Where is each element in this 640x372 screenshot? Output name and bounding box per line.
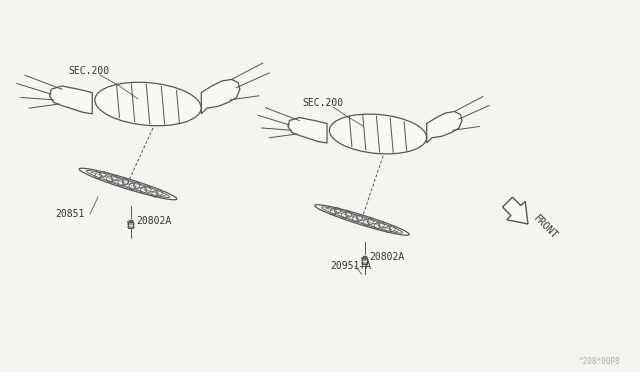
Bar: [362, 258, 367, 264]
Polygon shape: [288, 118, 327, 143]
Polygon shape: [502, 197, 528, 224]
Text: 20802A: 20802A: [136, 216, 172, 226]
Text: 20951+A: 20951+A: [330, 261, 371, 271]
Text: FRONT: FRONT: [532, 214, 559, 241]
Polygon shape: [427, 112, 462, 143]
Ellipse shape: [330, 114, 427, 154]
Polygon shape: [50, 86, 92, 114]
Polygon shape: [202, 79, 240, 114]
Bar: [129, 222, 132, 228]
Text: SEC.200: SEC.200: [68, 66, 109, 76]
Polygon shape: [315, 205, 410, 235]
Text: SEC.200: SEC.200: [302, 98, 343, 108]
Ellipse shape: [95, 82, 201, 126]
Text: ^208*00P8: ^208*00P8: [579, 357, 620, 366]
Text: 20851: 20851: [55, 209, 84, 219]
Text: 20802A: 20802A: [370, 252, 405, 262]
Polygon shape: [79, 168, 177, 200]
